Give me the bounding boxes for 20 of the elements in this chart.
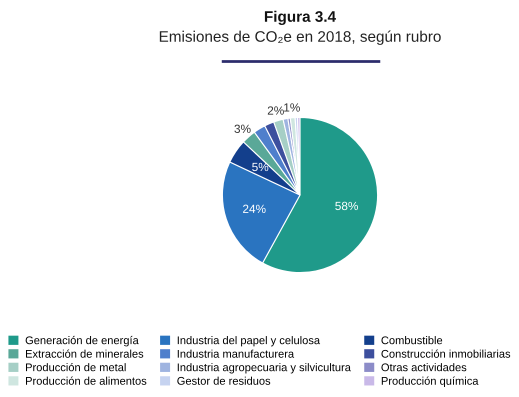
legend-label: Producción química [382, 376, 478, 387]
data-label: 5% [252, 162, 268, 172]
data-label: 1% [284, 103, 300, 112]
data-label: 2% [268, 106, 284, 115]
legend-label: Industria manufacturera [178, 350, 294, 358]
legend-label: Producción de metal [26, 362, 126, 372]
data-label: 58% [335, 202, 358, 210]
legend-label: Industria del papel y celulosa [178, 336, 320, 346]
chart-subtitle: Emisiones de CO₂e en 2018, según rubro [160, 30, 441, 45]
legend-label: Gestor de residuos [177, 376, 270, 385]
legend-label: Industria agropecuaria y silvicultura [178, 363, 351, 374]
data-label: 3% [234, 124, 251, 133]
legend-label: Generación de energía [26, 336, 139, 346]
legend-label: Construcción inmobiliarias [381, 349, 510, 358]
legend-label: Combustible [381, 336, 442, 344]
chart-title: Figura 3.4 [264, 10, 336, 26]
data-label: 24% [243, 204, 266, 213]
legend-label: Producción de alimentos [26, 376, 146, 385]
legend-label: Extracción de minerales [26, 349, 144, 358]
legend-label: Otras actividades [381, 363, 466, 372]
